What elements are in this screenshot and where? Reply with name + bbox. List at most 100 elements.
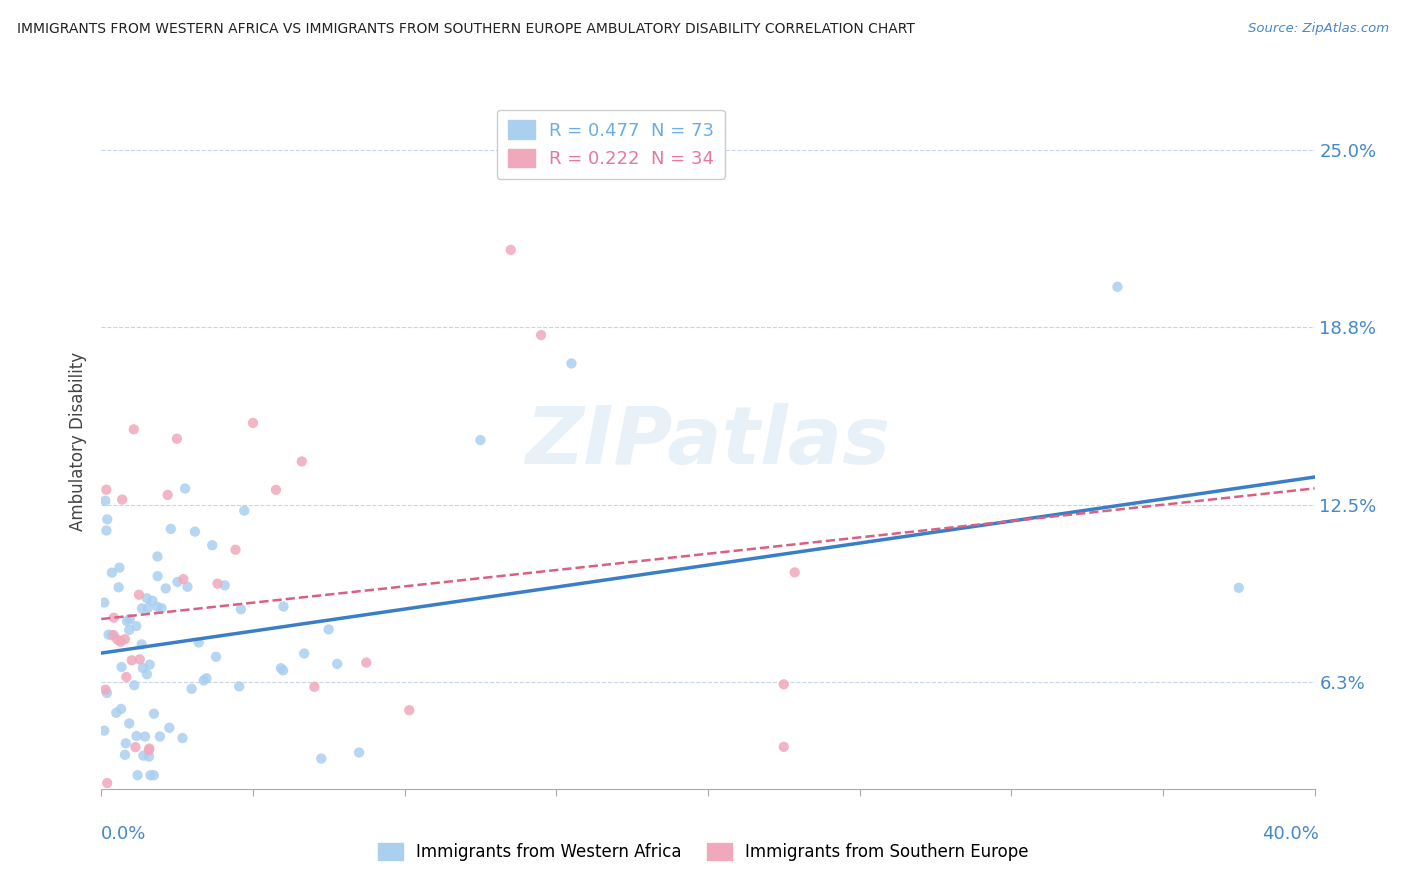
Point [132, 661, 155, 675]
Point [273, 599, 295, 614]
Point [172, 731, 194, 745]
Point [149, 730, 172, 744]
Point [131, 637, 153, 651]
Point [159, 522, 181, 536]
Point [783, 566, 806, 580]
Point [107, 580, 129, 594]
Point [110, 660, 132, 674]
Point [291, 454, 314, 468]
Point [122, 422, 145, 436]
Point [146, 549, 169, 564]
Point [242, 416, 264, 430]
Point [174, 482, 197, 496]
Point [138, 749, 160, 764]
Point [93, 596, 115, 610]
Point [132, 748, 155, 763]
Point [142, 768, 165, 782]
Point [207, 576, 229, 591]
Point [135, 591, 157, 606]
Point [530, 328, 553, 343]
Point [103, 628, 125, 642]
Point [94, 493, 117, 508]
Point [271, 663, 294, 677]
Point [127, 768, 149, 782]
Point [166, 432, 188, 446]
Point [103, 611, 125, 625]
Point [122, 678, 145, 692]
Point [560, 356, 582, 370]
Text: ZIPatlas: ZIPatlas [526, 402, 890, 481]
Point [166, 574, 188, 589]
Point [97, 627, 120, 641]
Point [214, 578, 236, 592]
Point [193, 673, 215, 688]
Point [115, 614, 138, 628]
Point [228, 679, 250, 693]
Point [309, 751, 332, 765]
Point [128, 652, 150, 666]
Point [772, 739, 794, 754]
Point [131, 601, 153, 615]
Point [146, 599, 169, 614]
Point [172, 572, 194, 586]
Point [110, 634, 132, 648]
Point [136, 667, 159, 681]
Point [93, 723, 115, 738]
Point [138, 657, 160, 672]
Point [121, 653, 143, 667]
Point [115, 670, 138, 684]
Point [356, 656, 378, 670]
Point [150, 601, 173, 615]
Point [114, 736, 136, 750]
Legend: Immigrants from Western Africa, Immigrants from Southern Europe: Immigrants from Western Africa, Immigran… [371, 836, 1035, 868]
Point [136, 601, 159, 615]
Point [225, 542, 247, 557]
Point [195, 671, 218, 685]
Point [96, 686, 118, 700]
Point [1107, 279, 1129, 293]
Text: 40.0%: 40.0% [1263, 825, 1319, 843]
Point [270, 661, 292, 675]
Point [101, 628, 124, 642]
Point [143, 706, 166, 721]
Point [96, 483, 118, 497]
Point [264, 483, 287, 497]
Point [105, 706, 128, 720]
Text: 0.0%: 0.0% [101, 825, 146, 843]
Point [318, 623, 340, 637]
Point [125, 729, 148, 743]
Point [201, 538, 224, 552]
Point [187, 635, 209, 649]
Point [139, 768, 162, 782]
Point [141, 593, 163, 607]
Point [96, 524, 118, 538]
Point [1227, 581, 1250, 595]
Point [347, 746, 370, 760]
Point [138, 741, 160, 756]
Point [146, 569, 169, 583]
Point [107, 632, 129, 647]
Point [292, 647, 315, 661]
Point [326, 657, 349, 671]
Point [114, 747, 136, 762]
Point [108, 560, 131, 574]
Point [742, 802, 765, 816]
Text: Source: ZipAtlas.com: Source: ZipAtlas.com [1249, 22, 1389, 36]
Point [180, 681, 202, 696]
Point [205, 649, 228, 664]
Point [114, 632, 136, 647]
Y-axis label: Ambulatory Disability: Ambulatory Disability [69, 352, 87, 531]
Point [233, 503, 256, 517]
Point [138, 743, 160, 757]
Point [176, 580, 198, 594]
Point [398, 703, 420, 717]
Point [94, 682, 117, 697]
Point [184, 524, 207, 539]
Point [470, 433, 492, 447]
Point [304, 680, 326, 694]
Point [111, 492, 134, 507]
Text: IMMIGRANTS FROM WESTERN AFRICA VS IMMIGRANTS FROM SOUTHERN EUROPE AMBULATORY DIS: IMMIGRANTS FROM WESTERN AFRICA VS IMMIGR… [17, 22, 915, 37]
Point [96, 512, 118, 526]
Point [772, 677, 794, 691]
Point [229, 602, 252, 616]
